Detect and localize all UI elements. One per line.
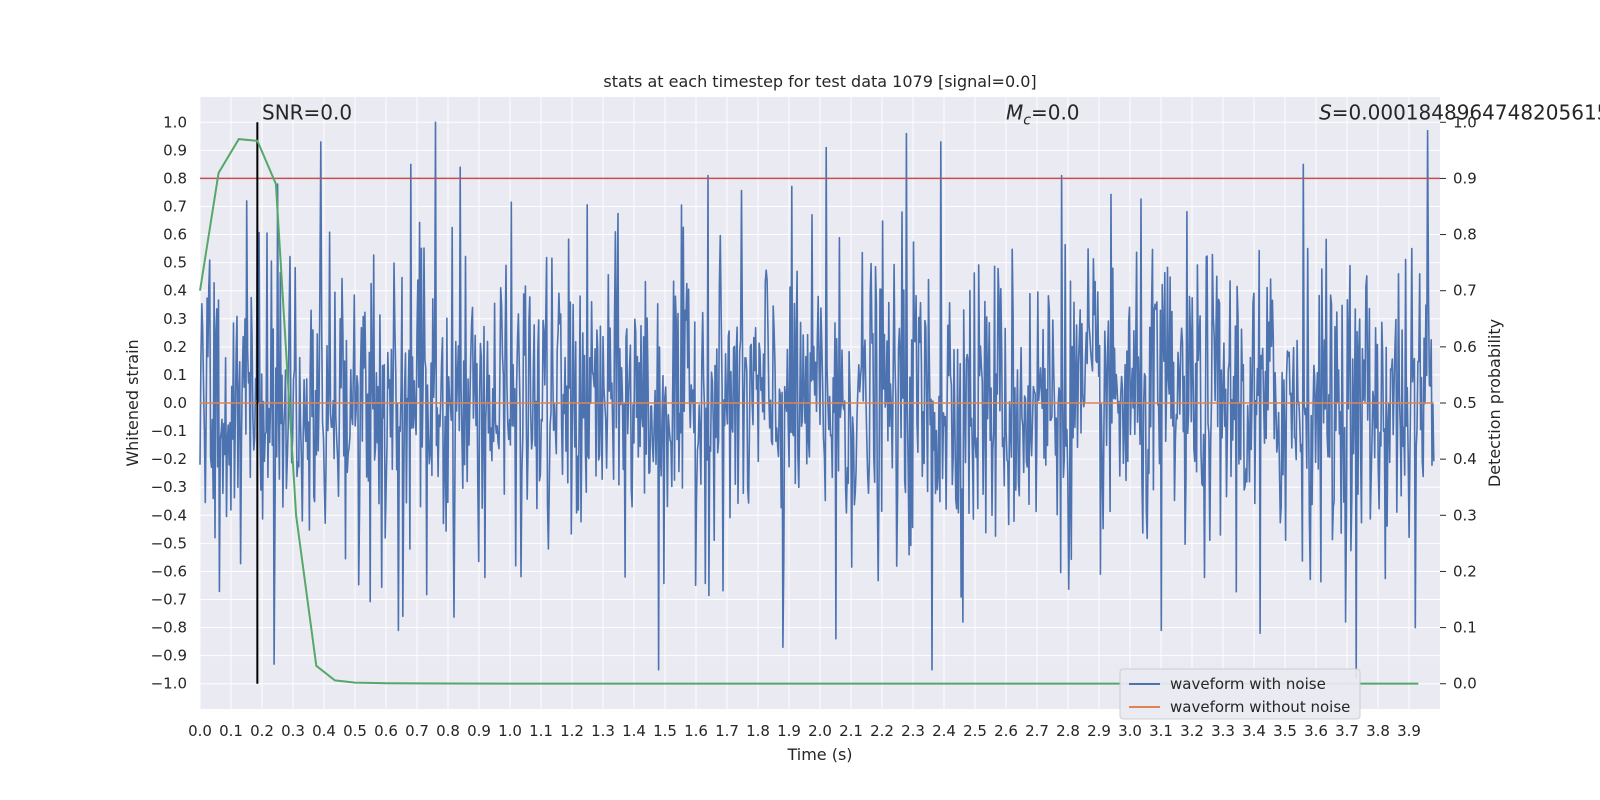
y-tick-label: 0.9: [163, 141, 187, 159]
chirp-mass-annotation: Mc=0.0: [1006, 100, 1080, 128]
detection-probability-line: [199, 138, 1419, 685]
y-tick-label: 0.2: [163, 338, 187, 356]
y2-tick-label: 0.5: [1453, 394, 1477, 412]
y-tick-label: −0.5: [151, 534, 187, 552]
x-tick-label: 0.3: [281, 722, 305, 740]
x-tick-label: 3.8: [1366, 722, 1390, 740]
y2-tick-label: 0.0: [1453, 675, 1477, 693]
x-tick-label: 2.5: [963, 722, 987, 740]
y-tick-label: −0.6: [151, 562, 187, 580]
x-tick-label: 1.7: [715, 722, 739, 740]
y2-tick-label: 0.8: [1453, 226, 1477, 244]
x-tick-label: 2.2: [870, 722, 894, 740]
y-tick-label: 0.5: [163, 254, 187, 272]
x-tick-label: 1.4: [622, 722, 646, 740]
x-tick-label: 3.2: [1180, 722, 1204, 740]
y-tick-label: 1.0: [163, 113, 187, 131]
y-tick-label: 0.8: [163, 169, 187, 187]
y-tick-label: −0.4: [151, 506, 187, 524]
x-tick-label: 3.6: [1304, 722, 1328, 740]
y2-tick-label: 0.1: [1453, 619, 1477, 637]
y2-tick-label: 0.4: [1453, 450, 1477, 468]
x-tick-labels: 0.0 0.1 0.2 0.3 0.4 0.5 0.6 0.7 0.8 0.9 1.0 1.1 1.2 1…: [188, 722, 1421, 740]
y-tick-label: −0.7: [151, 591, 187, 609]
y-tick-labels: 1.0 0.9 0.8 0.7 0.6 0.5 0.4 0.3 0.2 0.1 0.0 −0.1 −0.…: [151, 113, 187, 692]
y-tick-label: −0.3: [151, 478, 187, 496]
legend-label: waveform without noise: [1170, 698, 1350, 716]
y-axis-label: Whitened strain: [123, 339, 142, 466]
y-tick-label: −0.1: [151, 422, 187, 440]
x-tick-label: 0.6: [374, 722, 398, 740]
x-tick-label: 1.6: [684, 722, 708, 740]
waveform-with-noise-series: [199, 121, 1435, 679]
y-tick-label: 0.4: [163, 282, 187, 300]
y-tick-label: −0.9: [151, 647, 187, 665]
y-tick-label: 0.7: [163, 197, 187, 215]
x-tick-label: 1.5: [653, 722, 677, 740]
x-tick-label: 1.2: [560, 722, 584, 740]
x-tick-label: 3.4: [1242, 722, 1266, 740]
x-tick-label: 2.8: [1056, 722, 1080, 740]
y-tick-label: −1.0: [151, 675, 187, 693]
x-tick-label: 3.3: [1211, 722, 1235, 740]
x-tick-label: 0.1: [219, 722, 243, 740]
y2-tick-label: 0.9: [1453, 169, 1477, 187]
x-tick-label: 0.9: [467, 722, 491, 740]
x-axis-label: Time (s): [786, 745, 852, 764]
y-tick-label: 0.1: [163, 366, 187, 384]
x-tick-label: 3.7: [1335, 722, 1359, 740]
y2-tick-label: 0.2: [1453, 562, 1477, 580]
y2-tick-label: 0.7: [1453, 282, 1477, 300]
y2-tick-labels: 1.0 0.9 0.8 0.7 0.6 0.5 0.4 0.3 0.2 0.1 0.0: [1440, 113, 1477, 693]
y-tick-label: 0.3: [163, 310, 187, 328]
x-tick-label: 1.9: [777, 722, 801, 740]
legend-label: waveform with noise: [1170, 675, 1326, 693]
x-tick-label: 0.2: [250, 722, 274, 740]
waveform-with-noise-line: [199, 121, 1435, 679]
detection-probability-series: [199, 138, 1419, 685]
x-tick-label: 0.4: [312, 722, 336, 740]
y-tick-label: −0.2: [151, 450, 187, 468]
x-tick-label: 2.7: [1025, 722, 1049, 740]
x-tick-label: 2.9: [1087, 722, 1111, 740]
x-tick-label: 1.8: [746, 722, 770, 740]
x-tick-label: 3.5: [1273, 722, 1297, 740]
y2-axis-label: Detection probability: [1485, 319, 1504, 487]
legend-box: [1119, 668, 1361, 720]
y2-tick-label: 1.0: [1453, 113, 1477, 131]
x-tick-label: 0.5: [343, 722, 367, 740]
x-tick-label: 1.0: [498, 722, 522, 740]
x-tick-label: 2.3: [901, 722, 925, 740]
x-tick-label: 2.0: [808, 722, 832, 740]
x-tick-label: 3.0: [1118, 722, 1142, 740]
chart-title: stats at each timestep for test data 107…: [603, 72, 1036, 91]
y2-tick-label: 0.6: [1453, 338, 1477, 356]
x-tick-label: 0.0: [188, 722, 212, 740]
x-tick-label: 1.1: [529, 722, 553, 740]
x-tick-label: 1.3: [591, 722, 615, 740]
reference-lines: [200, 122, 1440, 684]
x-tick-label: 0.7: [405, 722, 429, 740]
x-tick-label: 2.4: [932, 722, 956, 740]
x-tick-label: 2.1: [839, 722, 863, 740]
x-tick-label: 3.9: [1397, 722, 1421, 740]
x-tick-label: 3.1: [1149, 722, 1173, 740]
annotations: SNR=0.0 Mc=0.0 S=0.0001848964748205615: [262, 100, 1600, 128]
legend: waveform with noise waveform without nois…: [1119, 668, 1361, 720]
score-annotation: S=0.0001848964748205615: [1319, 100, 1600, 124]
snr-annotation: SNR=0.0: [262, 100, 352, 124]
x-tick-label: 2.6: [994, 722, 1018, 740]
y2-tick-label: 0.3: [1453, 506, 1477, 524]
y-tick-label: 0.0: [163, 394, 187, 412]
y-tick-label: −0.8: [151, 619, 187, 637]
x-tick-label: 0.8: [436, 722, 460, 740]
y-tick-label: 0.6: [163, 226, 187, 244]
